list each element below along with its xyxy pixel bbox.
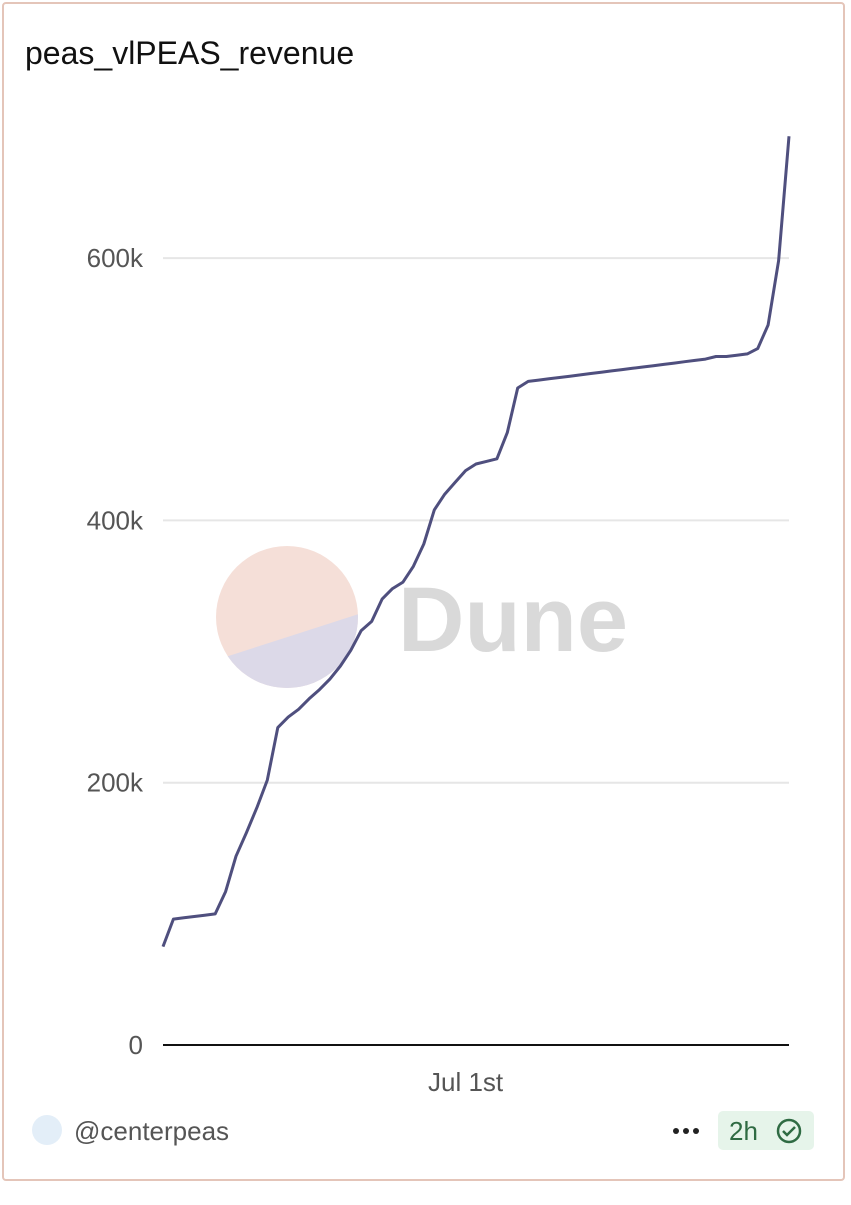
watermark: Dune (216, 546, 628, 688)
y-tick-label: 0 (129, 1030, 143, 1060)
line (161, 136, 791, 948)
author-avatar (32, 1115, 62, 1145)
y-tick-label: 200k (87, 768, 144, 798)
chart-title: peas_vlPEAS_revenue (25, 35, 354, 71)
verified-icon (776, 1118, 802, 1144)
age: 2h (729, 1116, 758, 1146)
watermark-text: Dune (398, 569, 628, 671)
author[interactable]: @centerpeas (74, 1116, 229, 1146)
y-tick-label: 600k (87, 243, 144, 273)
y-tick-label: 400k (87, 505, 144, 535)
more-menu[interactable] (673, 1128, 699, 1134)
plot-area: 0 200k 400k 600k Jul 1st (87, 136, 791, 1097)
card-border (2, 2, 845, 1181)
x-tick-label: Jul 1st (428, 1067, 504, 1097)
